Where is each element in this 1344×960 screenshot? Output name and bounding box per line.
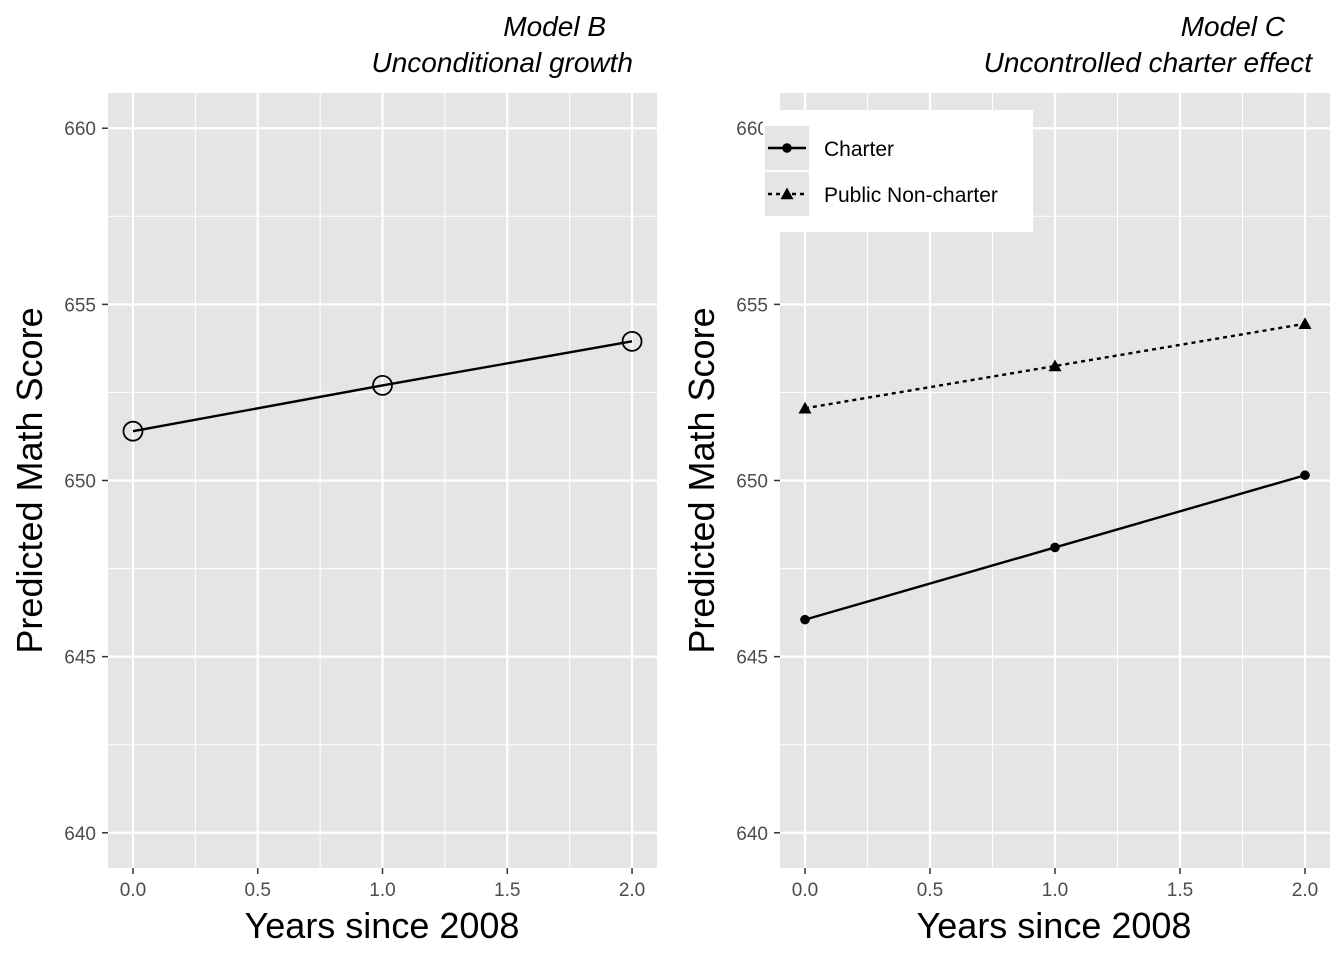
- x-tick-label: 1.0: [369, 880, 395, 901]
- panel-title: Model C: [1181, 11, 1286, 42]
- x-tick-label: 1.5: [494, 880, 520, 901]
- x-tick-label: 0.5: [917, 880, 943, 901]
- y-axis-title: Predicted Math Score: [681, 307, 722, 653]
- y-tick-label: 650: [736, 472, 768, 493]
- y-tick-label: 645: [64, 648, 96, 669]
- x-tick-label: 0.0: [792, 880, 818, 901]
- x-tick-label: 2.0: [1292, 880, 1318, 901]
- panel-subtitle: Unconditional growth: [372, 47, 634, 78]
- chart-panel-model-c: 0.0 0.5 1.0 1.5 2.0 640 645 650 655 660 Model C Unc…: [681, 11, 1330, 946]
- legend-label: Charter: [824, 138, 894, 161]
- chart-panel-model-b: 0.0 0.5 1.0 1.5 2.0 640 645 650 655 660 Model B Unc…: [9, 11, 657, 946]
- legend-key-marker: [780, 187, 794, 200]
- legend-label: Public Non-charter: [824, 184, 998, 207]
- data-point: [621, 330, 643, 352]
- panel-title: Model B: [503, 11, 606, 42]
- data-point: [1050, 542, 1060, 553]
- data-point: [1300, 470, 1310, 481]
- y-tick-label: 655: [736, 295, 768, 316]
- legend: Charter Public Non-charter: [763, 110, 1033, 232]
- data-point: [122, 420, 144, 442]
- x-axis-title: Years since 2008: [245, 905, 520, 946]
- x-tick-label: 2.0: [619, 880, 645, 901]
- y-axis-title: Predicted Math Score: [9, 307, 50, 653]
- x-tick-label: 0.5: [245, 880, 271, 901]
- legend-key-marker: [782, 143, 792, 153]
- x-tick-label: 1.5: [1167, 880, 1193, 901]
- panel-subtitle: Uncontrolled charter effect: [984, 47, 1314, 78]
- x-tick-label: 1.0: [1042, 880, 1068, 901]
- y-tick-label: 640: [64, 824, 96, 845]
- y-tick-label: 660: [736, 119, 768, 140]
- y-tick-label: 645: [736, 648, 768, 669]
- y-tick-label: 650: [64, 472, 96, 493]
- data-point: [800, 614, 810, 625]
- data-point: [1048, 359, 1062, 372]
- x-axis-title: Years since 2008: [917, 905, 1192, 946]
- y-tick-label: 640: [736, 824, 768, 845]
- data-point: [1298, 317, 1312, 329]
- data-point: [372, 374, 393, 396]
- y-tick-label: 660: [64, 119, 96, 140]
- y-tick-label: 655: [64, 295, 96, 316]
- data-point: [798, 401, 812, 414]
- x-tick-label: 0.0: [120, 880, 146, 901]
- series-line: [132, 340, 633, 433]
